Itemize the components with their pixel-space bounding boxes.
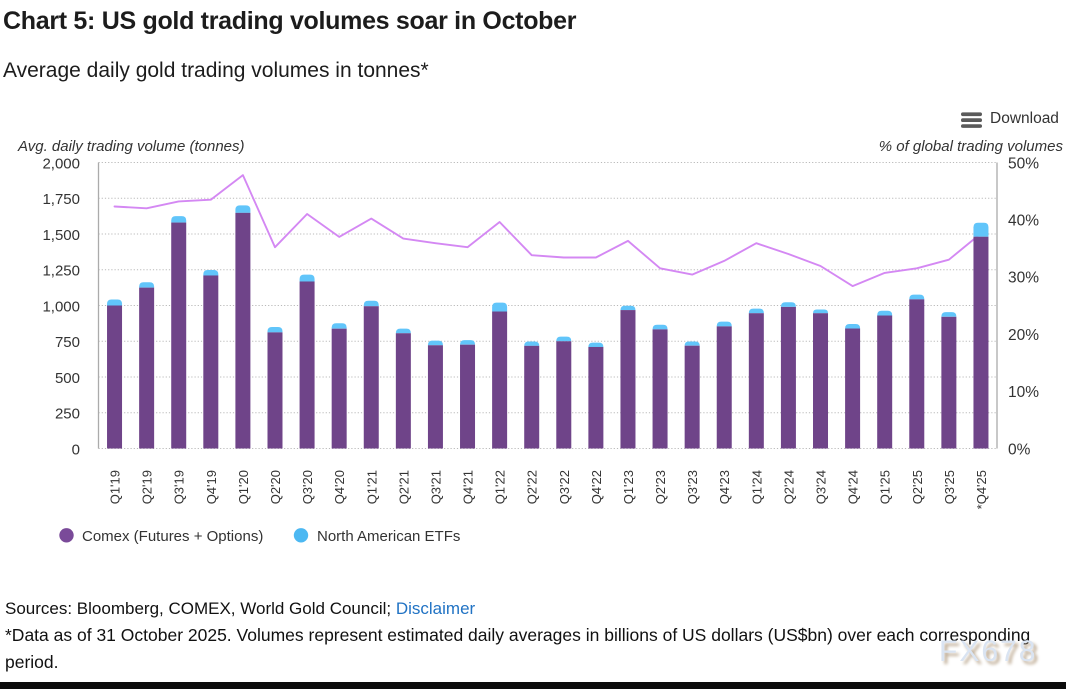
svg-text:Q2'21: Q2'21 (396, 470, 411, 504)
svg-text:1,250: 1,250 (42, 263, 80, 280)
svg-text:750: 750 (55, 334, 80, 351)
svg-text:Download: Download (990, 110, 1059, 127)
svg-text:10%: 10% (1008, 384, 1039, 401)
svg-text:30%: 30% (1008, 270, 1039, 287)
svg-text:0%: 0% (1008, 441, 1031, 458)
svg-text:Comex (Futures + Options): Comex (Futures + Options) (82, 528, 263, 545)
svg-text:Q2'20: Q2'20 (268, 470, 283, 504)
svg-text:Q2'24: Q2'24 (781, 470, 796, 504)
svg-text:Q1'21: Q1'21 (364, 470, 379, 504)
svg-text:Q3'24: Q3'24 (814, 470, 829, 504)
svg-text:Q4'20: Q4'20 (332, 470, 347, 504)
svg-text:% of global trading volumes: % of global trading volumes (879, 138, 1064, 155)
svg-text:Q3'19: Q3'19 (172, 470, 187, 504)
svg-text:Q2'19: Q2'19 (140, 470, 155, 504)
svg-text:North American ETFs: North American ETFs (317, 528, 460, 545)
svg-text:Q2'25: Q2'25 (910, 470, 925, 504)
svg-text:Q1'22: Q1'22 (493, 470, 508, 504)
svg-text:Q3'25: Q3'25 (942, 470, 957, 504)
svg-text:Q4'22: Q4'22 (589, 470, 604, 504)
svg-text:500: 500 (55, 370, 80, 387)
svg-text:250: 250 (55, 406, 80, 423)
svg-text:1,500: 1,500 (42, 227, 80, 244)
svg-text:1,750: 1,750 (42, 191, 80, 208)
svg-text:2,000: 2,000 (42, 155, 80, 172)
svg-text:Q3'22: Q3'22 (557, 470, 572, 504)
svg-text:Q3'20: Q3'20 (300, 470, 315, 504)
svg-text:*Q4'25: *Q4'25 (974, 470, 989, 509)
svg-text:Avg. daily trading volume (ton: Avg. daily trading volume (tonnes) (17, 138, 245, 155)
svg-text:Q2'23: Q2'23 (653, 470, 668, 504)
svg-text:Q1'24: Q1'24 (749, 470, 764, 504)
svg-text:Q1'23: Q1'23 (621, 470, 636, 504)
svg-text:Q2'22: Q2'22 (525, 470, 540, 504)
svg-text:Q1'19: Q1'19 (108, 470, 123, 504)
svg-text:Q1'25: Q1'25 (878, 470, 893, 504)
svg-text:50%: 50% (1008, 155, 1039, 172)
svg-text:Q3'23: Q3'23 (685, 470, 700, 504)
svg-text:0: 0 (72, 441, 80, 458)
svg-text:20%: 20% (1008, 327, 1039, 344)
svg-text:Q3'21: Q3'21 (428, 470, 443, 504)
svg-text:1,000: 1,000 (42, 298, 80, 315)
svg-text:Q1'20: Q1'20 (236, 470, 251, 504)
svg-text:Q4'24: Q4'24 (846, 470, 861, 504)
svg-text:40%: 40% (1008, 213, 1039, 230)
svg-text:Q4'21: Q4'21 (461, 470, 476, 504)
svg-text:Q4'19: Q4'19 (204, 470, 219, 504)
svg-text:Q4'23: Q4'23 (717, 470, 732, 504)
